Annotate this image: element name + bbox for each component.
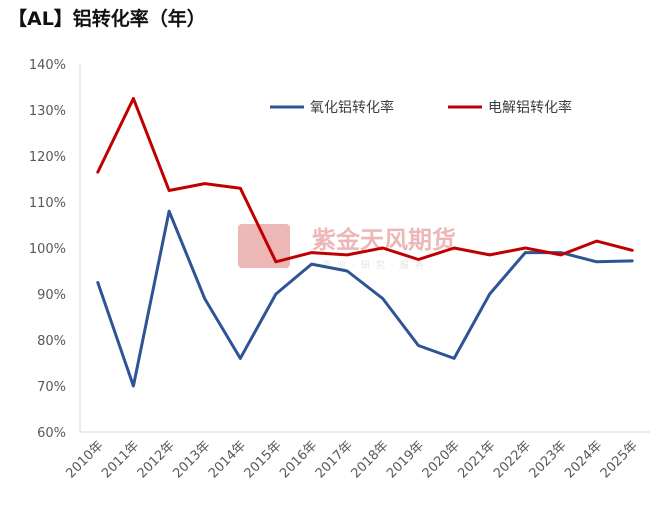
y-tick-label: 110% [29,196,66,211]
x-tick-label: 2023年 [527,438,570,481]
legend-label: 氧化铝转化率 [310,99,394,116]
x-tick-label: 2021年 [455,438,498,481]
y-tick-label: 80% [37,334,66,349]
chart-title: 【AL】铝转化率（年） [8,8,206,30]
legend: 氧化铝转化率 电解铝转化率 [270,99,572,116]
x-tick-label: 2017年 [313,438,356,481]
x-tick-label: 2015年 [242,438,285,481]
x-tick-label: 2016年 [277,438,320,481]
x-tick-label: 2019年 [384,438,427,481]
x-tick-label: 2014年 [206,438,249,481]
y-tick-label: 130% [29,104,66,119]
x-tick-label: 2020年 [420,438,463,481]
series-lines [96,97,634,388]
x-tick-label: 2025年 [598,438,641,481]
series-line-2 [96,97,634,264]
x-tick-label: 2024年 [562,438,605,481]
y-tick-label: 70% [37,380,66,395]
watermark-tagline: 产业·研究·服务 [322,259,430,271]
x-tick-label: 2013年 [170,438,213,481]
x-tick-label: 2011年 [99,438,142,481]
x-tick-label: 2022年 [491,438,534,481]
y-tick-label: 140% [29,58,66,73]
x-tick-label: 2010年 [63,438,106,481]
y-tick-label: 100% [29,242,66,257]
y-axis-ticks: 60% 70% 80% 90% 100% 110% 120% 130% 140% [29,58,66,441]
y-tick-label: 120% [29,150,66,165]
watermark: 紫金天风期货 产业·研究·服务 [238,224,456,271]
x-axis-ticks: 2010年2011年2012年2013年2014年2015年2016年2017年… [63,438,641,481]
legend-label: 电解铝转化率 [488,99,572,116]
watermark-seal-icon [238,224,290,268]
x-tick-label: 2018年 [348,438,391,481]
y-tick-label: 60% [37,426,66,441]
y-tick-label: 90% [37,288,66,303]
x-tick-label: 2012年 [135,438,178,481]
